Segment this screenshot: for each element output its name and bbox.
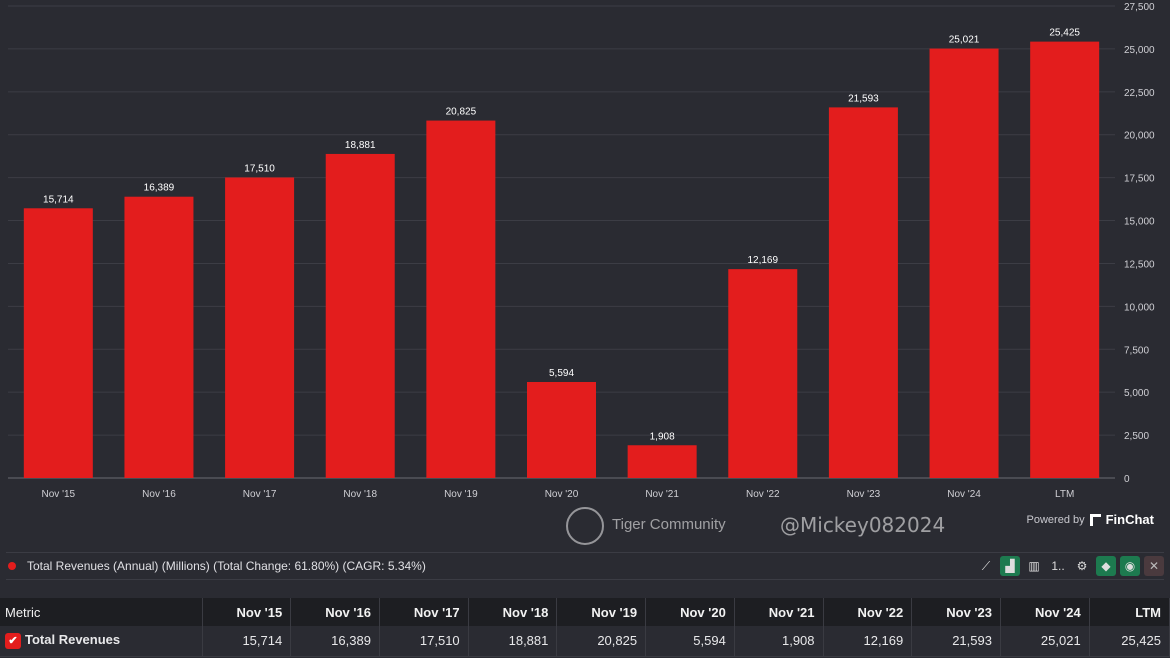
x-tick-label: Nov '20: [545, 489, 579, 500]
bar: [225, 177, 295, 478]
x-tick-label: Nov '23: [847, 489, 881, 500]
x-tick-label: Nov '19: [444, 489, 478, 500]
brand-name: FinChat: [1105, 512, 1154, 527]
value-cell: 17,510: [379, 626, 469, 657]
value-cell: 18,881: [468, 626, 558, 657]
value-cell: 25,021: [1000, 626, 1090, 657]
x-tick-label: Nov '18: [343, 489, 377, 500]
powered-by-label: Powered by: [1026, 513, 1085, 526]
bar: [23, 208, 93, 478]
y-tick-label: 25,000: [1124, 45, 1155, 56]
line-chart-icon[interactable]: ⟋: [981, 558, 991, 573]
y-tick-label: 2,500: [1124, 431, 1149, 442]
column-header[interactable]: Nov '15: [202, 598, 292, 626]
bar-chart: 0 2,500 5,000 7,500 10,000 12,500 15,000 17,500…: [8, 2, 1155, 500]
y-tick-label: 15,000: [1124, 217, 1155, 228]
data-label: 18,881: [345, 140, 376, 151]
metric-cell[interactable]: ✔ Total Revenues: [0, 626, 203, 657]
data-label: 12,169: [747, 255, 778, 266]
table-header-row: Metric Nov '15 Nov '16 Nov '17 Nov '18 Nov '1…: [0, 598, 1170, 626]
x-tick-label: Nov '22: [746, 489, 780, 500]
bar: [929, 48, 999, 479]
y-tick-label: 27,500: [1124, 2, 1155, 13]
column-header[interactable]: Nov '17: [379, 598, 469, 626]
column-header[interactable]: Nov '24: [1000, 598, 1090, 626]
data-label: 5,594: [549, 368, 574, 379]
data-label: 21,593: [848, 93, 879, 104]
legend: Total Revenues (Annual) (Millions) (Tota…: [6, 552, 1164, 580]
metric-label: Total Revenues: [25, 632, 121, 648]
data-label: 25,425: [1049, 28, 1080, 39]
bar: [527, 381, 596, 478]
data-label: 17,510: [244, 163, 275, 174]
column-header[interactable]: Nov '18: [468, 598, 558, 626]
value-cell: 16,389: [290, 626, 380, 657]
legend-text: Total Revenues (Annual) (Millions) (Tota…: [27, 559, 426, 573]
value-cell: 20,825: [556, 626, 647, 657]
eye-icon[interactable]: ◉: [1120, 556, 1140, 576]
table-row: ✔ Total Revenues 15,714 16,389 17,510 18,881 2…: [0, 626, 1170, 657]
bar: [728, 269, 798, 478]
value-cell: 21,593: [911, 626, 1001, 657]
powered-by[interactable]: Powered by FinChat: [1027, 512, 1154, 527]
y-tick-label: 20,000: [1124, 131, 1155, 142]
x-tick-label: Nov '17: [243, 489, 277, 500]
data-label: 1,908: [650, 431, 675, 442]
x-tick-label: Nov '24: [947, 489, 981, 500]
bar: [1030, 41, 1100, 479]
value-cell: 15,714: [202, 626, 292, 657]
series-color-dot: [8, 562, 16, 570]
more-options-button[interactable]: 1..: [1051, 559, 1065, 573]
data-table: Metric Nov '15 Nov '16 Nov '17 Nov '18 Nov '1…: [0, 598, 1170, 657]
column-header[interactable]: Nov '23: [911, 598, 1001, 626]
column-header[interactable]: Nov '21: [734, 598, 824, 626]
y-tick-label: 17,500: [1124, 174, 1155, 185]
gear-icon[interactable]: ⚙: [1076, 559, 1088, 573]
bar: [325, 153, 395, 478]
stacked-bar-icon[interactable]: ▥: [1028, 559, 1040, 573]
column-header[interactable]: Nov '20: [645, 598, 735, 626]
x-tick-label: Nov '21: [645, 489, 679, 500]
x-tick-label: LTM: [1055, 489, 1074, 500]
tag-icon[interactable]: ◆: [1096, 556, 1116, 576]
x-tick-label: Nov '15: [42, 489, 76, 500]
data-label: 16,389: [144, 183, 175, 194]
bar: [627, 445, 697, 478]
value-cell: 12,169: [823, 626, 913, 657]
value-cell: 25,425: [1089, 626, 1170, 657]
y-tick-label: 22,500: [1124, 88, 1155, 99]
bar: [124, 196, 194, 478]
data-label: 20,825: [446, 107, 477, 118]
value-cell: 1,908: [734, 626, 824, 657]
y-tick-label: 5,000: [1124, 388, 1149, 399]
y-tick-label: 0: [1124, 474, 1130, 485]
y-tick-label: 7,500: [1124, 345, 1149, 356]
column-header[interactable]: Nov '16: [290, 598, 380, 626]
metric-header[interactable]: Metric: [0, 598, 203, 626]
checkbox-checked-icon[interactable]: ✔: [5, 633, 21, 650]
finchat-logo-icon: [1089, 513, 1101, 526]
series-toolbar: ⟋ ▟ ▥ 1.. ⚙ ◆ ◉ ✕: [976, 556, 1164, 576]
bar: [828, 107, 898, 479]
x-tick-label: Nov '16: [142, 489, 176, 500]
column-header[interactable]: LTM: [1089, 598, 1170, 626]
y-tick-label: 10,000: [1124, 302, 1155, 313]
data-label: 15,714: [43, 194, 74, 205]
data-label: 25,021: [949, 35, 980, 46]
column-header[interactable]: Nov '22: [823, 598, 913, 626]
value-cell: 5,594: [645, 626, 735, 657]
bar: [426, 120, 496, 479]
column-header[interactable]: Nov '19: [556, 598, 647, 626]
bar-chart-icon[interactable]: ▟: [1000, 556, 1020, 576]
close-icon[interactable]: ✕: [1144, 556, 1164, 576]
y-tick-label: 12,500: [1124, 259, 1155, 270]
